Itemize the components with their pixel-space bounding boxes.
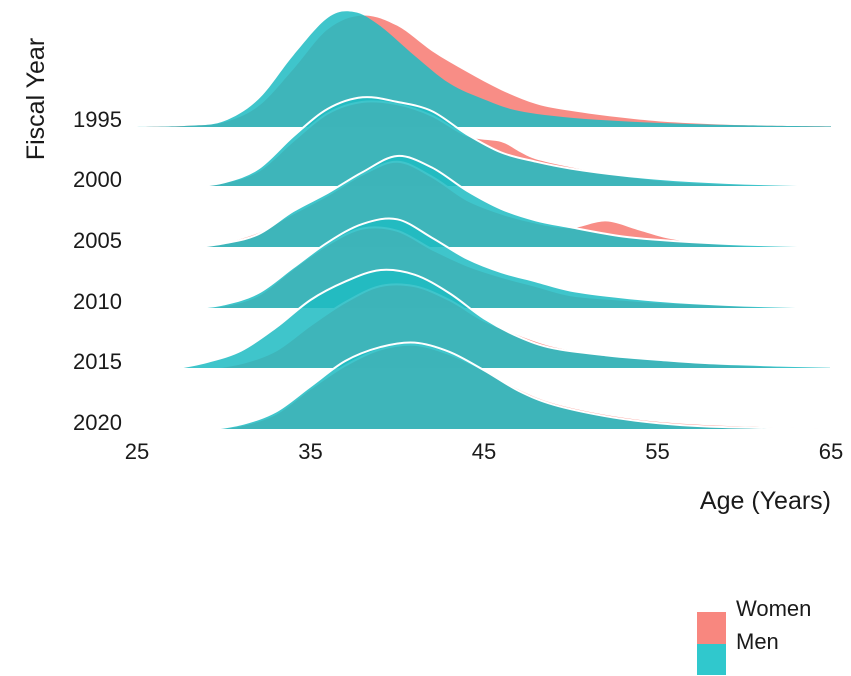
legend-swatch-women [697, 612, 726, 644]
y-tick-label-1995: 1995 [73, 107, 122, 132]
y-tick-label-2010: 2010 [73, 289, 122, 314]
ridges [137, 11, 831, 430]
x-tick-label-25: 25 [125, 439, 149, 464]
legend-label-men: Men [736, 629, 779, 654]
y-tick-label-2020: 2020 [73, 410, 122, 435]
y-axis-title: Fiscal Year [22, 38, 50, 160]
density-men-1995 [137, 11, 831, 127]
x-tick-label-35: 35 [298, 439, 322, 464]
y-tick-label-2005: 2005 [73, 228, 122, 253]
x-axis-ticks: 25 35 45 55 65 [125, 439, 843, 464]
y-tick-label-2000: 2000 [73, 167, 122, 192]
legend-label-women: Women [736, 596, 811, 621]
x-axis-title: Age (Years) [700, 487, 831, 515]
y-tick-label-2015: 2015 [73, 349, 122, 374]
y-axis-ticks: 1995 2000 2005 2010 2015 2020 [73, 107, 122, 435]
x-tick-label-65: 65 [819, 439, 843, 464]
x-tick-label-55: 55 [645, 439, 669, 464]
legend: Women Men [697, 596, 811, 675]
legend-swatch-men [697, 644, 726, 675]
ridge-1995 [137, 11, 831, 127]
x-tick-label-45: 45 [472, 439, 496, 464]
